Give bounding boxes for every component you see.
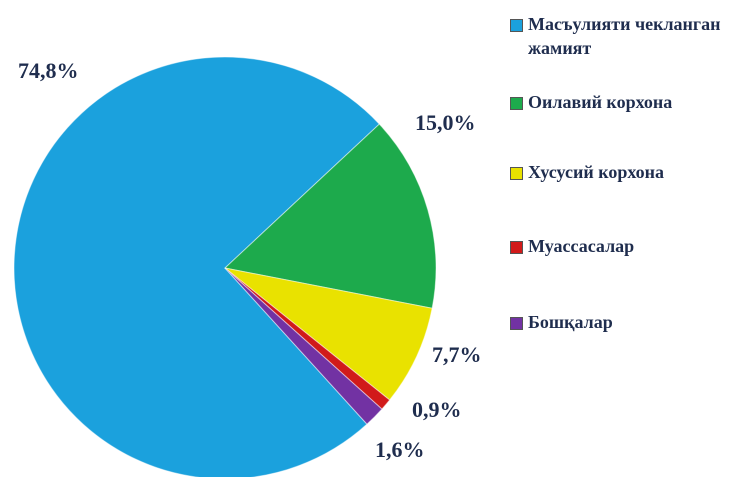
legend-swatch [510, 19, 523, 32]
legend-label: Оилавий корхона [528, 92, 673, 112]
legend-label: Хусусий корхона [528, 162, 665, 182]
pie-slice [13, 56, 381, 477]
legend-swatch [510, 167, 523, 180]
legend-swatch [510, 241, 523, 254]
data-label: 15,0% [415, 110, 476, 135]
legend-swatch [510, 97, 523, 110]
legend-swatch [510, 317, 523, 330]
pie-slice [224, 267, 433, 401]
legend-item: Оилавий корхона [510, 90, 728, 114]
pie-slice [224, 267, 383, 425]
legend-label: Муассасалар [528, 236, 635, 256]
legend-item: Хусусий корхона [510, 160, 728, 184]
data-label: 7,7% [432, 342, 482, 367]
data-label: 0,9% [412, 397, 462, 422]
legend-label: Масъулияти чекланган жамият [528, 14, 721, 58]
legend-label: Бошқалар [528, 312, 613, 332]
pie-slice [223, 123, 437, 309]
legend-item: Бошқалар [510, 310, 728, 334]
legend-item: Масъулияти чекланган жамият [510, 12, 728, 60]
data-label: 74,8% [18, 58, 79, 83]
data-label: 1,6% [375, 437, 425, 462]
legend-item: Муассасалар [510, 234, 728, 258]
